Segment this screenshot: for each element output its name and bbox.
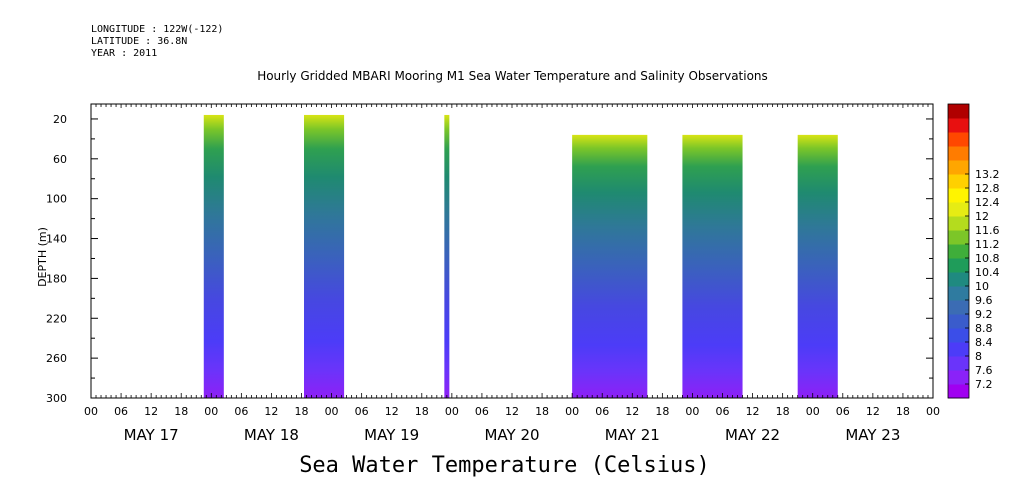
x-tick-label: 06: [595, 405, 609, 418]
colorbar-label: 10: [975, 280, 989, 293]
x-tick-label: 06: [836, 405, 850, 418]
chart-title: Hourly Gridded MBARI Mooring M1 Sea Wate…: [257, 69, 768, 83]
colorbar-swatch: [948, 286, 969, 301]
metadata-block: LONGITUDE : 122W(-122) LATITUDE : 36.8N …: [91, 24, 223, 60]
colorbar-swatch: [948, 384, 969, 399]
x-tick-label: 00: [806, 405, 820, 418]
x-day-label: MAY 20: [484, 426, 539, 444]
y-tick-label: 180: [46, 272, 67, 285]
x-tick-label: 06: [475, 405, 489, 418]
x-tick-label: 18: [535, 405, 549, 418]
colorbar-label: 9.6: [975, 294, 993, 307]
colorbar-label: 7.2: [975, 378, 993, 391]
colorbar-label: 8: [975, 350, 982, 363]
x-tick-label: 06: [355, 405, 369, 418]
x-tick-label: 00: [685, 405, 699, 418]
colorbar-swatch: [948, 272, 969, 287]
x-tick-label: 18: [655, 405, 669, 418]
x-tick-label: 18: [776, 405, 790, 418]
x-tick-label: 12: [625, 405, 639, 418]
colorbar-label: 12.4: [975, 196, 1000, 209]
x-tick-label: 06: [234, 405, 248, 418]
chart-title-wrap: Hourly Gridded MBARI Mooring M1 Sea Wate…: [0, 69, 1009, 83]
colorbar-label: 13.2: [975, 168, 1000, 181]
y-tick-label: 300: [46, 392, 67, 405]
x-day-label: MAY 17: [124, 426, 179, 444]
x-tick-label: 18: [415, 405, 429, 418]
colorbar-swatch: [948, 314, 969, 329]
y-tick-label: 260: [46, 352, 67, 365]
colorbar-swatch: [948, 202, 969, 217]
colorbar-swatch: [948, 230, 969, 245]
y-tick-label: 20: [53, 113, 67, 126]
x-day-label: MAY 22: [725, 426, 780, 444]
y-tick-label: 220: [46, 312, 67, 325]
colorbar-frame: [947, 103, 970, 399]
data-column: [444, 114, 450, 398]
y-tick-label: 100: [46, 193, 67, 206]
x-tick-label: 00: [84, 405, 98, 418]
x-tick-label: 12: [866, 405, 880, 418]
year-label: YEAR : 2011: [91, 48, 158, 59]
x-tick-label: 00: [325, 405, 339, 418]
x-tick-label: 00: [565, 405, 579, 418]
x-day-label: MAY 23: [845, 426, 900, 444]
x-tick-label: 18: [295, 405, 309, 418]
x-day-label: MAY 21: [605, 426, 660, 444]
colorbar-swatch: [948, 174, 969, 189]
data-column: [797, 134, 838, 399]
colorbar-swatch: [948, 216, 969, 231]
x-tick-label: 18: [896, 405, 910, 418]
x-day-label: MAY 18: [244, 426, 299, 444]
latitude-label: LATITUDE : 36.8N: [91, 36, 188, 47]
x-tick-label: 06: [716, 405, 730, 418]
colorbar-swatch: [948, 258, 969, 273]
data-column: [572, 134, 648, 399]
colorbar-swatch: [948, 356, 969, 371]
colorbar-swatch: [948, 188, 969, 203]
data-column: [203, 114, 224, 398]
colorbar-label: 10.8: [975, 252, 1000, 265]
y-tick-label: 60: [53, 153, 67, 166]
colorbar-swatch: [948, 118, 969, 133]
colorbar-swatch: [948, 342, 969, 357]
colorbar-label: 8.4: [975, 336, 993, 349]
y-tick-label: 140: [46, 233, 67, 246]
colorbar-swatch: [948, 328, 969, 343]
y-axis-label: DEPTH (m): [36, 227, 49, 287]
colorbar-swatch: [948, 104, 969, 119]
colorbar-label: 12.8: [975, 182, 1000, 195]
data-column: [682, 134, 743, 399]
x-tick-label: 12: [505, 405, 519, 418]
x-axis-title: Sea Water Temperature (Celsius): [299, 453, 710, 478]
colorbar-label: 11.2: [975, 238, 1000, 251]
colorbar-label: 7.6: [975, 364, 993, 377]
colorbar-swatch: [948, 132, 969, 147]
x-tick-label: 12: [385, 405, 399, 418]
colorbar-label: 10.4: [975, 266, 1000, 279]
x-tick-label: 00: [204, 405, 218, 418]
colorbar-swatch: [948, 370, 969, 385]
x-tick-label: 12: [264, 405, 278, 418]
x-tick-label: 12: [746, 405, 760, 418]
data-column: [304, 114, 345, 398]
colorbar-label: 9.2: [975, 308, 993, 321]
colorbar-swatch: [948, 146, 969, 161]
longitude-label: LONGITUDE : 122W(-122): [91, 24, 224, 35]
x-tick-label: 12: [144, 405, 158, 418]
x-tick-label: 00: [445, 405, 459, 418]
x-tick-label: 00: [926, 405, 940, 418]
colorbar-label: 12: [975, 210, 989, 223]
x-tick-label: 06: [114, 405, 128, 418]
colorbar-swatch: [948, 300, 969, 315]
colorbar-label: 8.8: [975, 322, 993, 335]
colorbar-label: 11.6: [975, 224, 1000, 237]
x-day-label: MAY 19: [364, 426, 419, 444]
x-tick-label: 18: [174, 405, 188, 418]
colorbar-swatch: [948, 244, 969, 259]
colorbar-swatch: [948, 160, 969, 175]
